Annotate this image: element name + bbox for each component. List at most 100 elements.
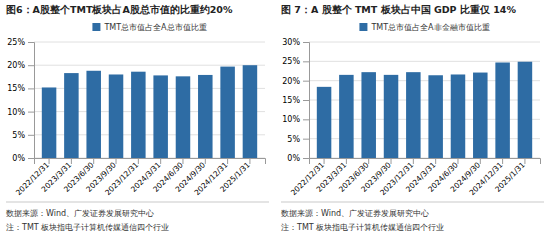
y-tick-mark — [303, 139, 309, 140]
y-tick-label: 20% — [7, 61, 25, 70]
annotation: 数据来源：Wind、广发证券发展研究中心 — [6, 209, 154, 218]
x-tick-mark — [205, 158, 206, 164]
panel: 图 7：A 股整个 TMT 板块占中国 GDP 比重仅 14% 0% 5% 10% 15… — [281, 4, 544, 232]
y-tick-label: 5% — [287, 135, 300, 144]
bar — [86, 71, 101, 158]
x-tick-mark — [413, 158, 414, 164]
bar — [495, 62, 510, 158]
y-tick-mark — [303, 61, 309, 62]
grid-line — [309, 61, 540, 62]
legend-swatch — [359, 23, 367, 31]
legend-label: TMT总市值占全A非金融市值比重 — [370, 23, 489, 32]
y-tick-mark — [303, 158, 309, 159]
bar — [361, 72, 376, 158]
bar — [109, 74, 124, 158]
x-tick-mark — [524, 158, 525, 164]
bar — [317, 87, 332, 158]
panel: 图6：A股整个TMT板块占A股总市值的比重约20% 0% 5% 10% 15% 20% 25… — [6, 4, 269, 232]
x-tick: 2025/1/31 — [493, 158, 527, 194]
y-tick: 15% — [282, 96, 309, 105]
y-tick: 25% — [282, 57, 309, 66]
y-tick-mark — [28, 135, 34, 136]
y-tick: 10% — [7, 108, 34, 117]
y-tick-mark — [303, 119, 309, 120]
bar — [518, 62, 533, 158]
bar — [176, 76, 191, 158]
x-tick-label: 2025/1/31 — [493, 160, 527, 194]
y-tick: 20% — [282, 77, 309, 86]
grid — [34, 42, 265, 158]
x-tick: 2025/1/31 — [218, 158, 252, 194]
y-axis: 0% 5% 10% 15% 20% 25% 30% — [282, 38, 309, 163]
grid-line — [34, 42, 265, 43]
y-tick-label: 25% — [7, 38, 25, 47]
y-axis-line — [303, 43, 310, 159]
x-tick-mark — [182, 158, 183, 164]
x-tick-mark — [71, 158, 72, 164]
bar — [131, 72, 146, 158]
y-tick-label: 15% — [7, 84, 25, 93]
bar — [220, 67, 235, 158]
x-tick-mark — [160, 158, 161, 164]
bar — [428, 75, 443, 158]
y-tick: 5% — [287, 135, 309, 144]
y-tick: 20% — [7, 61, 34, 70]
legend-item: TMT总市值占全A总市值比重 — [92, 23, 206, 32]
y-tick: 30% — [282, 38, 309, 47]
y-tick-mark — [28, 158, 34, 159]
bar — [406, 72, 421, 158]
canvas: 图6：A股整个TMT板块占A股总市值的比重约20% 0% 5% 10% 15% 20% 25… — [0, 0, 550, 247]
y-axis-line — [28, 43, 35, 159]
y-tick-label: 0% — [287, 154, 300, 163]
bar — [243, 65, 258, 158]
y-tick: 0% — [287, 154, 309, 163]
grid — [309, 42, 540, 158]
y-tick: 25% — [7, 38, 34, 47]
y-tick-label: 5% — [12, 131, 25, 140]
title: 图6：A股整个TMT板块占A股总市值的比重约20% — [6, 4, 233, 15]
bars — [317, 62, 532, 158]
annotation: 注：TMT 板块指电子计算机传媒通信四个行业 — [6, 223, 169, 232]
x-tick-mark — [93, 158, 94, 164]
y-tick-label: 10% — [282, 115, 300, 124]
y-tick-label: 0% — [12, 154, 25, 163]
x-axis: 2022/12/312023/3/312023/6/302023/9/30202… — [14, 158, 266, 197]
annotation: 注：TMT 板块指电子计算机传媒通信四个行业 — [281, 223, 444, 232]
x-tick-mark — [116, 158, 117, 164]
separator — [281, 202, 544, 203]
x-axis: 2022/12/312023/3/312023/6/302023/9/30202… — [289, 158, 541, 197]
y-tick-mark — [303, 42, 309, 43]
y-tick-mark — [303, 81, 309, 82]
legend: TMT总市值占全A非金融市值比重 — [359, 23, 489, 32]
y-tick-label: 15% — [282, 96, 300, 105]
y-tick-label: 25% — [282, 57, 300, 66]
y-tick: 15% — [7, 84, 34, 93]
x-tick-mark — [324, 158, 325, 164]
y-tick: 10% — [282, 115, 309, 124]
y-axis: 0% 5% 10% 15% 20% 25% — [7, 38, 34, 163]
x-tick-mark — [249, 158, 250, 164]
legend-label: TMT总市值占全A总市值比重 — [103, 23, 206, 32]
x-tick-mark — [502, 158, 503, 164]
legend-item: TMT总市值占全A非金融市值比重 — [359, 23, 489, 32]
separator — [6, 202, 269, 203]
title: 图 7：A 股整个 TMT 板块占中国 GDP 比重仅 14% — [281, 4, 516, 15]
x-tick-mark — [457, 158, 458, 164]
x-tick-mark — [49, 158, 50, 164]
annotation: 数据来源：Wind、广发证券发展研究中心 — [281, 209, 429, 218]
y-tick: 5% — [12, 131, 34, 140]
bar — [451, 74, 466, 158]
bar — [198, 75, 213, 158]
legend: TMT总市值占全A总市值比重 — [92, 23, 206, 32]
y-tick-mark — [28, 42, 34, 43]
bar — [153, 75, 168, 158]
y-tick-mark — [28, 65, 34, 66]
x-tick-mark — [480, 158, 481, 164]
x-tick-mark — [391, 158, 392, 164]
bar — [42, 87, 57, 158]
y-tick-mark — [28, 112, 34, 113]
x-tick-mark — [346, 158, 347, 164]
y-tick-label: 20% — [282, 77, 300, 86]
x-tick-label: 2025/1/31 — [218, 160, 252, 194]
y-tick-mark — [303, 100, 309, 101]
